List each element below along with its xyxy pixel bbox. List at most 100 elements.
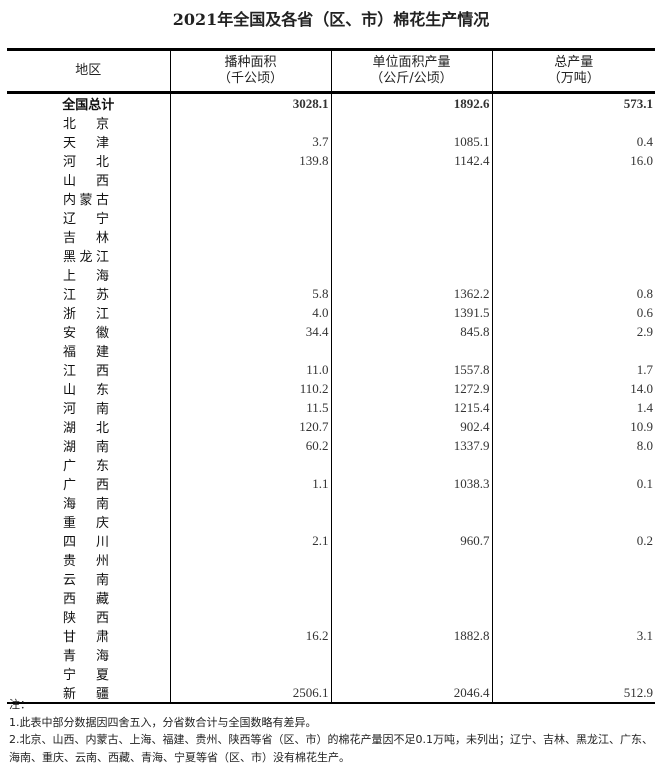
- region-name: 河北: [63, 155, 109, 170]
- region-cell: 全国总计: [7, 93, 170, 113]
- area-cell: [169, 189, 331, 208]
- region-cell: 江苏: [7, 284, 170, 303]
- output-cell: 0.2: [491, 531, 655, 550]
- area-cell: [169, 664, 331, 683]
- table-row: 吉林: [7, 227, 655, 246]
- area-cell: 139.8: [169, 151, 331, 170]
- table-row: 云南: [7, 569, 655, 588]
- area-cell: [169, 550, 331, 569]
- yield-cell: 1362.2: [330, 284, 492, 303]
- region-name: 广西: [63, 478, 109, 493]
- region-cell: 广东: [7, 455, 170, 474]
- output-cell: 3.1: [491, 626, 655, 645]
- output-cell: 0.1: [491, 474, 655, 493]
- yield-cell: 2046.4: [330, 683, 492, 704]
- region-cell: 福建: [7, 341, 170, 360]
- yield-cell: [330, 664, 492, 683]
- yield-cell: 1882.8: [330, 626, 492, 645]
- output-cell: [491, 189, 655, 208]
- region-cell: 新疆: [7, 683, 170, 704]
- region-name: 陕西: [63, 611, 109, 626]
- region-cell: 北京: [7, 113, 170, 132]
- area-cell: [169, 170, 331, 189]
- table-row: 甘肃 16.2 1882.8 3.1: [7, 626, 655, 645]
- area-cell: 1.1: [169, 474, 331, 493]
- output-cell: [491, 569, 655, 588]
- region-name: 广东: [63, 459, 109, 474]
- output-cell: [491, 645, 655, 664]
- yield-cell: 845.8: [330, 322, 492, 341]
- region-name: 云南: [63, 573, 109, 588]
- output-cell: 0.8: [491, 284, 655, 303]
- area-cell: [169, 607, 331, 626]
- yield-cell: [330, 189, 492, 208]
- area-cell: [169, 455, 331, 474]
- region-name: 浙江: [63, 307, 109, 322]
- area-cell: [169, 265, 331, 284]
- region-name: 辽宁: [63, 212, 109, 227]
- region-name: 安徽: [63, 326, 109, 341]
- region-cell: 四川: [7, 531, 170, 550]
- area-cell: 3028.1: [169, 92, 331, 113]
- table-row: 浙江 4.0 1391.5 0.6: [7, 303, 655, 322]
- output-cell: 1.4: [491, 398, 655, 417]
- region-name: 天津: [63, 136, 109, 151]
- area-cell: 60.2: [169, 436, 331, 455]
- region-name: 湖南: [63, 440, 109, 455]
- region-cell: 甘肃: [7, 626, 170, 645]
- region-cell: 宁夏: [7, 664, 170, 683]
- table-header-row: 地区 播种面积 （千公顷） 单位面积产量 （公斤/公顷） 总产量 （万吨）: [7, 48, 655, 94]
- output-cell: [491, 588, 655, 607]
- yield-cell: [330, 512, 492, 531]
- region-name: 西藏: [63, 592, 109, 607]
- notes-heading: 注：: [9, 698, 31, 711]
- region-cell: 云南: [7, 569, 170, 588]
- region-name: 宁夏: [63, 668, 109, 683]
- output-cell: [491, 341, 655, 360]
- region-cell: 吉林: [7, 227, 170, 246]
- output-cell: [491, 512, 655, 531]
- table-row: 青海: [7, 645, 655, 664]
- yield-cell: 1892.6: [330, 92, 492, 113]
- region-cell: 陕西: [7, 607, 170, 626]
- output-cell: [491, 455, 655, 474]
- region-cell: 内蒙古: [7, 189, 170, 208]
- region-cell: 青海: [7, 645, 170, 664]
- header-unit: （万吨）: [547, 71, 600, 86]
- table-row: 海南: [7, 493, 655, 512]
- table-row: 广西 1.1 1038.3 0.1: [7, 474, 655, 493]
- yield-cell: 1337.9: [330, 436, 492, 455]
- region-name: 江西: [63, 364, 109, 379]
- yield-cell: [330, 455, 492, 474]
- table-row: 安徽 34.4 845.8 2.9: [7, 322, 655, 341]
- yield-cell: 1272.9: [330, 379, 492, 398]
- header-yield: 单位面积产量 （公斤/公顷）: [330, 48, 492, 94]
- header-unit: （公斤/公顷）: [370, 71, 453, 86]
- yield-cell: [330, 246, 492, 265]
- output-cell: 0.6: [491, 303, 655, 322]
- region-cell: 贵州: [7, 550, 170, 569]
- region-cell: 安徽: [7, 322, 170, 341]
- region-name: 黑龙江: [63, 250, 109, 265]
- region-name: 上海: [63, 269, 109, 284]
- table-row: 河北 139.8 1142.4 16.0: [7, 151, 655, 170]
- output-cell: [491, 170, 655, 189]
- header-label: 播种面积: [224, 55, 277, 70]
- yield-cell: [330, 208, 492, 227]
- output-cell: [491, 607, 655, 626]
- region-name: 山西: [63, 174, 109, 189]
- area-cell: 120.7: [169, 417, 331, 436]
- area-cell: 3.7: [169, 132, 331, 151]
- yield-cell: [330, 113, 492, 132]
- region-cell: 山东: [7, 379, 170, 398]
- table-row: 福建: [7, 341, 655, 360]
- region-name: 内蒙古: [63, 193, 109, 208]
- table-row: 内蒙古: [7, 189, 655, 208]
- region-name: 全国总计: [62, 98, 115, 113]
- header-region: 地区: [7, 48, 170, 94]
- header-label: 总产量: [554, 55, 594, 70]
- output-cell: 14.0: [491, 379, 655, 398]
- yield-cell: [330, 341, 492, 360]
- output-cell: [491, 246, 655, 265]
- yield-cell: 1215.4: [330, 398, 492, 417]
